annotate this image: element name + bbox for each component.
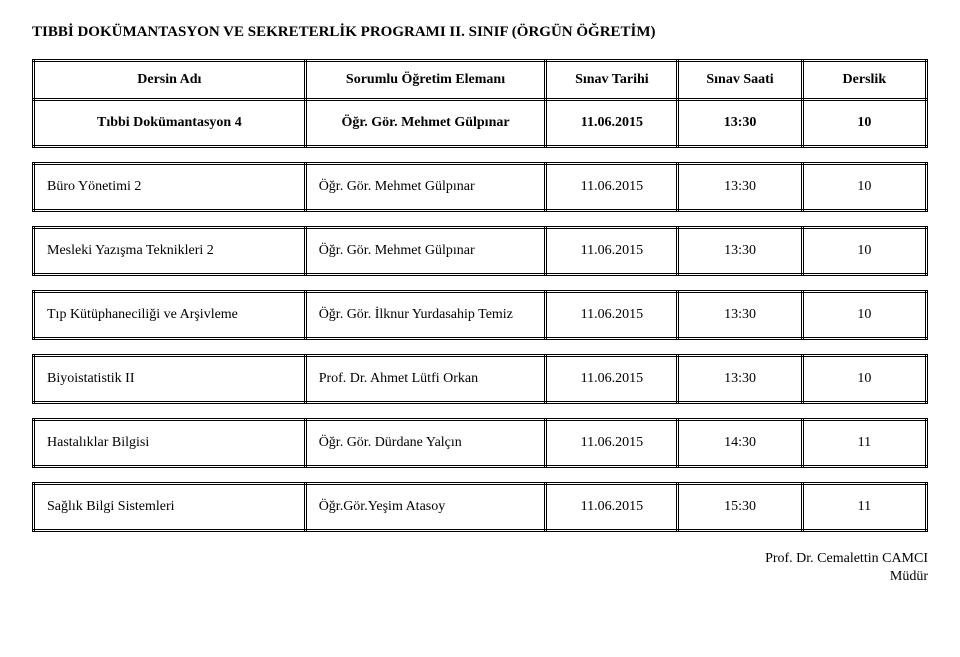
header-table: Dersin Adı Sorumlu Öğretim Elemanı Sınav… bbox=[32, 59, 928, 148]
cell-course: Büro Yönetimi 2 bbox=[34, 164, 306, 211]
cell-room: 10 bbox=[802, 164, 926, 211]
col-header-room: Derslik bbox=[802, 61, 926, 100]
cell-date: 11.06.2015 bbox=[546, 420, 678, 467]
cell-date: 11.06.2015 bbox=[546, 228, 678, 275]
cell-course: Sağlık Bilgi Sistemleri bbox=[34, 484, 306, 531]
footer-block: Prof. Dr. Cemalettin CAMCI Müdür bbox=[32, 550, 928, 586]
col-header-date: Sınav Tarihi bbox=[546, 61, 678, 100]
cell-lecturer: Öğr. Gör. İlknur Yurdasahip Temiz bbox=[305, 292, 546, 339]
table-row: Büro Yönetimi 2 Öğr. Gör. Mehmet Gülpına… bbox=[34, 164, 927, 211]
data-table: Tıp Kütüphaneciliği ve Arşivleme Öğr. Gö… bbox=[32, 290, 928, 340]
cell-date: 11.06.2015 bbox=[546, 164, 678, 211]
page-title: TIBBİ DOKÜMANTASYON VE SEKRETERLİK PROGR… bbox=[32, 24, 928, 41]
cell-course: Tıbbi Dokümantasyon 4 bbox=[34, 100, 306, 147]
cell-course: Hastalıklar Bilgisi bbox=[34, 420, 306, 467]
data-table: Mesleki Yazışma Teknikleri 2 Öğr. Gör. M… bbox=[32, 226, 928, 276]
footer-title: Müdür bbox=[32, 568, 928, 586]
cell-lecturer: Öğr. Gör. Mehmet Gülpınar bbox=[305, 100, 546, 147]
table-row: Sağlık Bilgi Sistemleri Öğr.Gör.Yeşim At… bbox=[34, 484, 927, 531]
cell-date: 11.06.2015 bbox=[546, 100, 678, 147]
data-table: Hastalıklar Bilgisi Öğr. Gör. Dürdane Ya… bbox=[32, 418, 928, 468]
table-row: Hastalıklar Bilgisi Öğr. Gör. Dürdane Ya… bbox=[34, 420, 927, 467]
cell-room: 10 bbox=[802, 100, 926, 147]
table-row: Tıbbi Dokümantasyon 4 Öğr. Gör. Mehmet G… bbox=[34, 100, 927, 147]
cell-date: 11.06.2015 bbox=[546, 292, 678, 339]
cell-lecturer: Prof. Dr. Ahmet Lütfi Orkan bbox=[305, 356, 546, 403]
col-header-lecturer: Sorumlu Öğretim Elemanı bbox=[305, 61, 546, 100]
cell-lecturer: Öğr. Gör. Mehmet Gülpınar bbox=[305, 164, 546, 211]
footer-name: Prof. Dr. Cemalettin CAMCI bbox=[32, 550, 928, 568]
cell-time: 13:30 bbox=[678, 100, 802, 147]
cell-date: 11.06.2015 bbox=[546, 484, 678, 531]
table-row: Biyoistatistik II Prof. Dr. Ahmet Lütfi … bbox=[34, 356, 927, 403]
cell-course: Biyoistatistik II bbox=[34, 356, 306, 403]
cell-date: 11.06.2015 bbox=[546, 356, 678, 403]
table-row: Tıp Kütüphaneciliği ve Arşivleme Öğr. Gö… bbox=[34, 292, 927, 339]
cell-room: 10 bbox=[802, 228, 926, 275]
col-header-time: Sınav Saati bbox=[678, 61, 802, 100]
cell-time: 13:30 bbox=[678, 292, 802, 339]
cell-lecturer: Öğr.Gör.Yeşim Atasoy bbox=[305, 484, 546, 531]
page: TIBBİ DOKÜMANTASYON VE SEKRETERLİK PROGR… bbox=[0, 0, 960, 610]
data-table: Büro Yönetimi 2 Öğr. Gör. Mehmet Gülpına… bbox=[32, 162, 928, 212]
col-header-course: Dersin Adı bbox=[34, 61, 306, 100]
header-row: Dersin Adı Sorumlu Öğretim Elemanı Sınav… bbox=[34, 61, 927, 100]
cell-time: 13:30 bbox=[678, 164, 802, 211]
cell-course: Tıp Kütüphaneciliği ve Arşivleme bbox=[34, 292, 306, 339]
table-row: Mesleki Yazışma Teknikleri 2 Öğr. Gör. M… bbox=[34, 228, 927, 275]
cell-time: 13:30 bbox=[678, 228, 802, 275]
data-table: Biyoistatistik II Prof. Dr. Ahmet Lütfi … bbox=[32, 354, 928, 404]
data-table: Sağlık Bilgi Sistemleri Öğr.Gör.Yeşim At… bbox=[32, 482, 928, 532]
cell-course: Mesleki Yazışma Teknikleri 2 bbox=[34, 228, 306, 275]
cell-room: 10 bbox=[802, 292, 926, 339]
cell-room: 11 bbox=[802, 420, 926, 467]
cell-lecturer: Öğr. Gör. Dürdane Yalçın bbox=[305, 420, 546, 467]
cell-room: 10 bbox=[802, 356, 926, 403]
cell-time: 15:30 bbox=[678, 484, 802, 531]
cell-lecturer: Öğr. Gör. Mehmet Gülpınar bbox=[305, 228, 546, 275]
cell-room: 11 bbox=[802, 484, 926, 531]
cell-time: 13:30 bbox=[678, 356, 802, 403]
cell-time: 14:30 bbox=[678, 420, 802, 467]
